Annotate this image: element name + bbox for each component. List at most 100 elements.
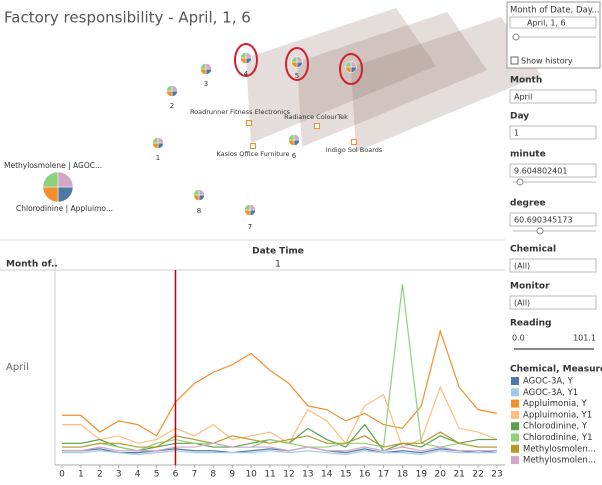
legend-swatch xyxy=(511,456,519,465)
x-label: Date Time xyxy=(252,247,304,257)
x-tick-label: 8 xyxy=(210,470,216,480)
x-tick-label: 21 xyxy=(453,470,464,480)
x-tick-label: 22 xyxy=(472,470,483,480)
x-tick-label: 2 xyxy=(97,470,103,480)
page-value: April, 1, 6 xyxy=(527,19,566,28)
pie-slice xyxy=(245,52,252,59)
filter-box[interactable] xyxy=(509,163,597,178)
x-tick-label: 20 xyxy=(435,470,447,480)
side-panel xyxy=(506,0,602,485)
legend-label: Chlorodinine, Y xyxy=(523,422,588,432)
factory-label: Indigo Sol Boards xyxy=(326,146,383,154)
legend-swatch xyxy=(511,433,519,442)
x-tick-label: 10 xyxy=(245,470,257,480)
filter-box[interactable] xyxy=(509,295,597,310)
x-tick-label: 0 xyxy=(59,470,65,480)
filter-box[interactable] xyxy=(509,258,597,273)
pie-slice xyxy=(198,189,205,196)
x-tick-label: 7 xyxy=(192,470,198,480)
factory xyxy=(351,139,357,145)
legend-label: Appluimonia, Y1 xyxy=(523,410,592,420)
filter-label: Chemical xyxy=(510,245,556,255)
series-line xyxy=(62,446,498,454)
factory xyxy=(314,123,320,129)
legend-label: Methylosmolen... xyxy=(523,444,596,454)
x-tick-label: 12 xyxy=(283,470,294,480)
filter-value: (All) xyxy=(514,299,530,308)
filter-label: Monitor xyxy=(510,282,550,292)
reading-min: 0.0 xyxy=(512,334,525,343)
row-value: April xyxy=(6,362,29,373)
x-tick-label: 17 xyxy=(378,470,389,480)
page-select[interactable] xyxy=(509,16,597,29)
pie-label: 2 xyxy=(170,102,174,110)
slider-thumb[interactable] xyxy=(536,227,544,235)
x-tick-label: 16 xyxy=(359,470,371,480)
reading-max: 101.1 xyxy=(573,334,596,343)
x-tick-label: 3 xyxy=(116,470,122,480)
pie-slice xyxy=(57,171,74,188)
filter-box[interactable] xyxy=(509,125,597,140)
factory xyxy=(246,120,252,126)
factory-label: Roadrunner Fitness Electronics xyxy=(190,108,291,116)
x-tick-label: 14 xyxy=(321,470,333,480)
series-line xyxy=(62,431,497,448)
pie-label: 6 xyxy=(292,152,297,160)
slider-thumb[interactable] xyxy=(516,178,524,186)
x-tick-label: 9 xyxy=(229,470,235,480)
factory-label: Kasios Office Furniture xyxy=(217,150,290,158)
filter-value: April xyxy=(514,93,532,102)
filter-value: (All) xyxy=(514,262,530,271)
shadow xyxy=(351,17,541,152)
filter-box[interactable] xyxy=(509,212,597,227)
filter-label: minute xyxy=(510,150,546,160)
x-tick-label: 1 xyxy=(78,470,84,480)
legend-label: Chlorodinine, Y1 xyxy=(523,433,593,443)
legend-title: Chemical, Measure ... xyxy=(510,365,602,375)
legend-swatch xyxy=(511,422,519,431)
row-header: Month of.. xyxy=(6,260,58,270)
pie-label: 1 xyxy=(156,154,160,162)
pie-slice xyxy=(249,204,256,211)
filter-label: Day xyxy=(510,112,529,122)
legend-label: AGOC-3A, Y1 xyxy=(523,388,578,398)
x-tick-label: 19 xyxy=(416,470,428,480)
factory-label: Radiance ColourTek xyxy=(284,113,348,121)
filter-label: degree xyxy=(510,199,546,209)
sensor-label: Methylosmolene | AGOC... xyxy=(4,161,102,170)
x-tick-label: 5 xyxy=(154,470,160,480)
history-check[interactable] xyxy=(510,56,519,65)
legend-swatch xyxy=(511,377,519,385)
legend-swatch xyxy=(511,444,519,453)
legend-label: Methylosmolen... xyxy=(523,456,596,466)
pie-label: 5 xyxy=(295,72,299,80)
sensor-label: Chlorodinine | Appluimo... xyxy=(16,204,113,213)
series-line xyxy=(62,442,497,452)
series-line xyxy=(62,328,498,437)
filter-value: 60.690345173 xyxy=(514,216,573,225)
x-tick-label: 6 xyxy=(173,470,179,480)
shadow xyxy=(297,12,487,147)
legend-swatch xyxy=(511,399,519,408)
pie-label: 8 xyxy=(197,207,201,215)
filter-label: Reading xyxy=(510,319,551,329)
pie-slice xyxy=(171,85,178,92)
legend-label: Appluimonia, Y xyxy=(523,399,588,409)
filter-value: 1 xyxy=(514,129,519,138)
page-card xyxy=(506,1,601,69)
legend-swatch xyxy=(511,410,519,419)
page-thumb[interactable] xyxy=(512,33,520,41)
x-tick-label: 15 xyxy=(340,470,351,480)
pie-label: 4 xyxy=(244,70,249,78)
column-value: 1 xyxy=(275,260,281,270)
x-tick-label: 4 xyxy=(135,470,141,480)
x-tick-label: 11 xyxy=(264,470,275,480)
x-tick-label: 13 xyxy=(302,470,313,480)
pie-slice xyxy=(157,137,164,144)
filter-box[interactable] xyxy=(509,89,597,104)
x-tick-label: 18 xyxy=(397,470,409,480)
pie-label: 7 xyxy=(248,223,252,231)
pie-slice xyxy=(205,63,212,70)
